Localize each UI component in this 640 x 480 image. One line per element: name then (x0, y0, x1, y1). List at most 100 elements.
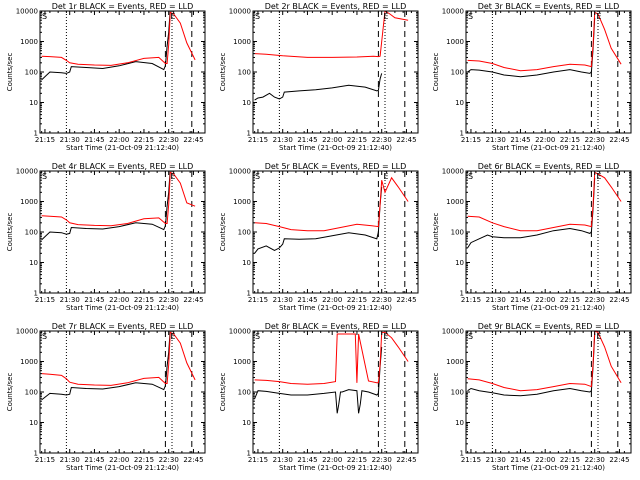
x-tick-label: 21:45 (84, 456, 104, 464)
y-axis-label: Counts/sec (432, 53, 440, 92)
x-tick-label: 21:30 (486, 296, 506, 304)
start-marker: S (42, 172, 47, 181)
y-axis-label: Counts/sec (6, 373, 14, 412)
detector-panel-3: Det 3r BLACK = Events, RED = LLD 1 10 100 10… (426, 0, 639, 160)
x-tick-label: 22:00 (535, 136, 555, 144)
start-marker: S (468, 172, 473, 181)
x-tick-label: 22:00 (322, 136, 342, 144)
y-tick-label: 100 (238, 69, 251, 77)
series-lld-line (467, 11, 622, 72)
end-marker: E (596, 172, 601, 181)
end-marker: E (596, 12, 601, 21)
detector-panel-5: Det 5r BLACK = Events, RED = LLD 1 10 100 10… (213, 160, 426, 320)
series-events-line (41, 11, 171, 81)
y-tick-label: 1000 (20, 38, 38, 46)
y-tick-label: 10 (29, 99, 38, 107)
x-tick-label: 22:45 (183, 136, 203, 144)
chart-title: Det 4r BLACK = Events, RED = LLD (52, 162, 194, 171)
series-events-line (467, 17, 596, 78)
series-events-line (254, 186, 383, 254)
chart-title: Det 3r BLACK = Events, RED = LLD (478, 2, 620, 11)
x-tick-label: 22:15 (560, 296, 580, 304)
x-tick-label: 22:45 (183, 296, 203, 304)
series-lld-line (467, 171, 622, 232)
y-tick-label: 10000 (229, 8, 251, 16)
x-tick-label: 21:30 (486, 456, 506, 464)
x-tick-label: 21:15 (248, 456, 268, 464)
x-axis-label: Start Time (21-Oct-09 21:12:40) (492, 464, 605, 472)
x-tick-label: 21:45 (297, 296, 317, 304)
x-tick-label: 21:30 (60, 296, 80, 304)
series-lld-line (467, 331, 622, 392)
end-marker: E (383, 12, 388, 21)
x-tick-label: 22:30 (159, 296, 179, 304)
series-lld-line (41, 171, 196, 227)
plot-frame (252, 170, 419, 294)
y-tick-label: 10 (455, 259, 464, 267)
x-tick-label: 21:45 (510, 136, 530, 144)
y-tick-label: 1 (34, 130, 38, 138)
plot-frame (39, 170, 206, 294)
y-tick-label: 1000 (446, 358, 464, 366)
x-axis-label: Start Time (21-Oct-09 21:12:40) (279, 144, 392, 152)
x-tick-label: 22:30 (372, 456, 392, 464)
y-tick-label: 1000 (233, 38, 251, 46)
y-tick-label: 100 (25, 229, 38, 237)
plot-frame (39, 10, 206, 134)
x-tick-label: 22:45 (609, 136, 629, 144)
y-tick-label: 1 (247, 450, 251, 458)
y-tick-label: 100 (25, 389, 38, 397)
y-tick-label: 1 (460, 130, 464, 138)
start-marker: S (42, 12, 47, 21)
x-tick-label: 22:30 (372, 136, 392, 144)
x-tick-label: 22:45 (183, 456, 203, 464)
y-tick-label: 1000 (446, 198, 464, 206)
y-tick-label: 1 (460, 290, 464, 298)
x-tick-label: 21:15 (461, 136, 481, 144)
y-tick-label: 1000 (446, 38, 464, 46)
x-axis-label: Start Time (21-Oct-09 21:12:40) (66, 144, 179, 152)
x-tick-label: 22:30 (159, 456, 179, 464)
y-tick-label: 10 (29, 419, 38, 427)
x-tick-label: 21:30 (60, 456, 80, 464)
x-tick-label: 21:45 (297, 136, 317, 144)
y-tick-label: 100 (451, 69, 464, 77)
detector-panel-6: Det 6r BLACK = Events, RED = LLD 1 10 100 10… (426, 160, 639, 320)
x-tick-label: 22:15 (134, 456, 154, 464)
chart-title: Det 6r BLACK = Events, RED = LLD (478, 162, 620, 171)
y-tick-label: 10 (242, 419, 251, 427)
x-axis-label: Start Time (21-Oct-09 21:12:40) (279, 304, 392, 312)
detector-panel-2: Det 2r BLACK = Events, RED = LLD 1 10 100 10… (213, 0, 426, 160)
detector-panel-9: Det 9r BLACK = Events, RED = LLD 1 10 100 10… (426, 320, 639, 480)
y-tick-label: 10000 (229, 168, 251, 176)
x-tick-label: 22:30 (585, 456, 605, 464)
x-tick-label: 22:00 (535, 456, 555, 464)
x-tick-label: 22:00 (109, 456, 129, 464)
y-tick-label: 10000 (442, 168, 464, 176)
x-tick-label: 21:30 (273, 456, 293, 464)
y-tick-label: 10000 (229, 328, 251, 336)
y-tick-label: 100 (238, 229, 251, 237)
chart-svg: Det 5r BLACK = Events, RED = LLD 1 10 100 10… (219, 162, 419, 312)
chart-svg: Det 2r BLACK = Events, RED = LLD 1 10 100 10… (219, 2, 419, 152)
series-events-line (41, 331, 171, 401)
start-marker: S (255, 332, 260, 341)
x-axis-label: Start Time (21-Oct-09 21:12:40) (66, 304, 179, 312)
chart-title: Det 1r BLACK = Events, RED = LLD (52, 2, 194, 11)
y-tick-label: 10 (455, 99, 464, 107)
y-axis-label: Counts/sec (432, 213, 440, 252)
chart-title: Det 7r BLACK = Events, RED = LLD (52, 322, 194, 331)
x-tick-label: 22:45 (396, 136, 416, 144)
y-tick-label: 10000 (16, 328, 38, 336)
y-tick-label: 10000 (16, 8, 38, 16)
x-tick-label: 21:30 (486, 136, 506, 144)
end-marker: E (170, 332, 175, 341)
x-tick-label: 21:15 (248, 136, 268, 144)
plot-frame (252, 10, 419, 134)
end-marker: E (596, 332, 601, 341)
chart-title: Det 5r BLACK = Events, RED = LLD (265, 162, 407, 171)
series-lld-line (41, 11, 196, 66)
y-tick-label: 10 (29, 259, 38, 267)
start-marker: S (468, 332, 473, 341)
y-tick-label: 10000 (442, 8, 464, 16)
